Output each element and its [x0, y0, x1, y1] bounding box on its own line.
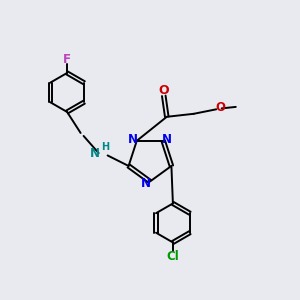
- Text: O: O: [215, 101, 225, 114]
- Text: O: O: [158, 84, 169, 97]
- Text: F: F: [63, 53, 71, 66]
- Text: H: H: [101, 142, 109, 152]
- Text: N: N: [162, 133, 172, 146]
- Text: N: N: [128, 133, 138, 146]
- Text: N: N: [90, 148, 100, 160]
- Text: Cl: Cl: [167, 250, 179, 263]
- Text: N: N: [140, 177, 151, 190]
